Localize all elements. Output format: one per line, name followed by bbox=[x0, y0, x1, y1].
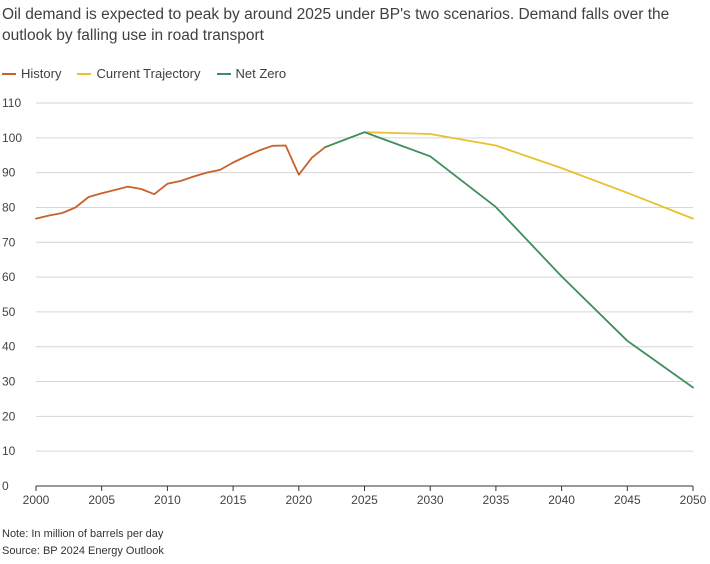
y-tick-label-50: 50 bbox=[2, 305, 16, 319]
legend-label-net-zero: Net Zero bbox=[235, 66, 287, 81]
y-tick-label-40: 40 bbox=[2, 340, 16, 354]
chart-source: Source: BP 2024 Energy Outlook bbox=[2, 545, 164, 557]
y-tick-label-100: 100 bbox=[2, 131, 22, 145]
x-tick-label-2035: 2035 bbox=[483, 493, 510, 507]
x-tick-label-2030: 2030 bbox=[417, 493, 444, 507]
x-tick-label-2000: 2000 bbox=[23, 493, 50, 507]
legend-label-current-trajectory: Current Trajectory bbox=[96, 66, 201, 81]
y-tick-label-70: 70 bbox=[2, 235, 16, 249]
series-line-net-zero bbox=[324, 131, 694, 389]
legend-item-net-zero: Net Zero bbox=[216, 66, 287, 81]
y-tick-label-60: 60 bbox=[2, 270, 16, 284]
chart-note: Note: In million of barrels per day bbox=[2, 528, 164, 540]
legend-item-current-trajectory: Current Trajectory bbox=[77, 66, 201, 81]
x-tick-label-2020: 2020 bbox=[285, 493, 312, 507]
legend-swatch-net-zero bbox=[216, 72, 231, 75]
legend-swatch-history bbox=[2, 72, 16, 75]
chart-legend: History Current Trajectory Net Zero bbox=[2, 66, 286, 81]
y-tick-label-10: 10 bbox=[2, 444, 16, 458]
legend-label-history: History bbox=[21, 66, 62, 81]
x-tick-label-2010: 2010 bbox=[154, 493, 181, 507]
x-tick-label-2040: 2040 bbox=[548, 493, 575, 507]
x-tick-label-2015: 2015 bbox=[220, 493, 247, 507]
y-tick-label-110: 110 bbox=[2, 96, 21, 110]
y-tick-label-90: 90 bbox=[2, 166, 16, 180]
legend-item-history: History bbox=[2, 66, 61, 81]
x-tick-label-2025: 2025 bbox=[351, 493, 378, 507]
chart-subtitle: Oil demand is expected to peak by around… bbox=[2, 6, 670, 44]
x-tick-label-2005: 2005 bbox=[88, 493, 115, 507]
legend-swatch-current-trajectory bbox=[77, 72, 92, 75]
y-tick-label-0: 0 bbox=[2, 479, 9, 493]
x-tick-label-2045: 2045 bbox=[614, 493, 641, 507]
series-line-current-trajectory bbox=[324, 131, 694, 220]
series-line-history bbox=[35, 144, 327, 220]
y-tick-label-20: 20 bbox=[2, 409, 16, 423]
y-tick-label-80: 80 bbox=[2, 200, 16, 214]
x-tick-label-2050: 2050 bbox=[680, 493, 707, 507]
y-tick-label-30: 30 bbox=[2, 375, 16, 389]
